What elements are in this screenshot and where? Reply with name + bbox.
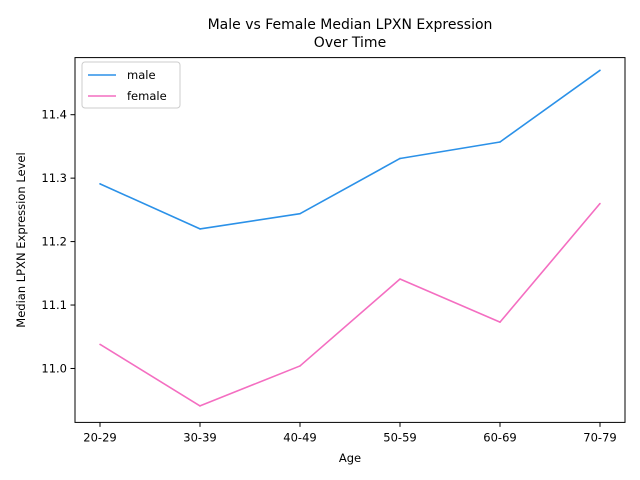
data-point-female [599,202,601,205]
x-axis: 20-29 30-39 40-49 50-59 60-69 70-79 [83,422,617,444]
data-point-male [399,157,401,160]
y-axis-label: Median LPXN Expression Level [14,152,28,327]
y-tick-label: 11.0 [41,361,67,375]
y-tick-label: 11.3 [41,171,67,185]
data-point-female [199,405,201,407]
legend-label-female: female [127,89,167,103]
plot-frame [74,57,626,423]
data-point-female [399,278,401,280]
x-tick-label: 60-69 [483,430,516,444]
data-point-female [299,365,301,367]
x-tick-label: 20-29 [83,430,116,444]
data-point-male [199,228,201,230]
data-point-male [499,141,501,143]
x-axis-label: Age [339,451,361,465]
legend: male female [81,61,181,109]
y-axis: 11.0 11.1 11.2 11.3 11.4 [41,108,75,375]
legend-label-male: male [127,68,156,82]
data-point-male [99,183,101,185]
x-tick-label: 30-39 [183,430,216,444]
data-point-male [299,212,301,215]
data-point-female [499,321,501,323]
series-line-female [99,203,601,407]
x-tick-label: 70-79 [583,430,616,444]
plot-area [74,57,626,423]
x-tick-label: 50-59 [383,430,416,444]
chart-title-line2: Over Time [314,35,386,51]
data-point-female [99,343,101,346]
y-tick-label: 11.2 [41,235,67,249]
series-layer [99,69,601,407]
chart-title-line1: Male vs Female Median LPXN Expression [208,17,493,33]
series-line-male [99,69,601,230]
y-tick-label: 11.4 [41,108,67,122]
y-tick-label: 11.1 [41,298,67,312]
x-tick-label: 40-49 [283,430,316,444]
data-point-male [599,69,601,72]
